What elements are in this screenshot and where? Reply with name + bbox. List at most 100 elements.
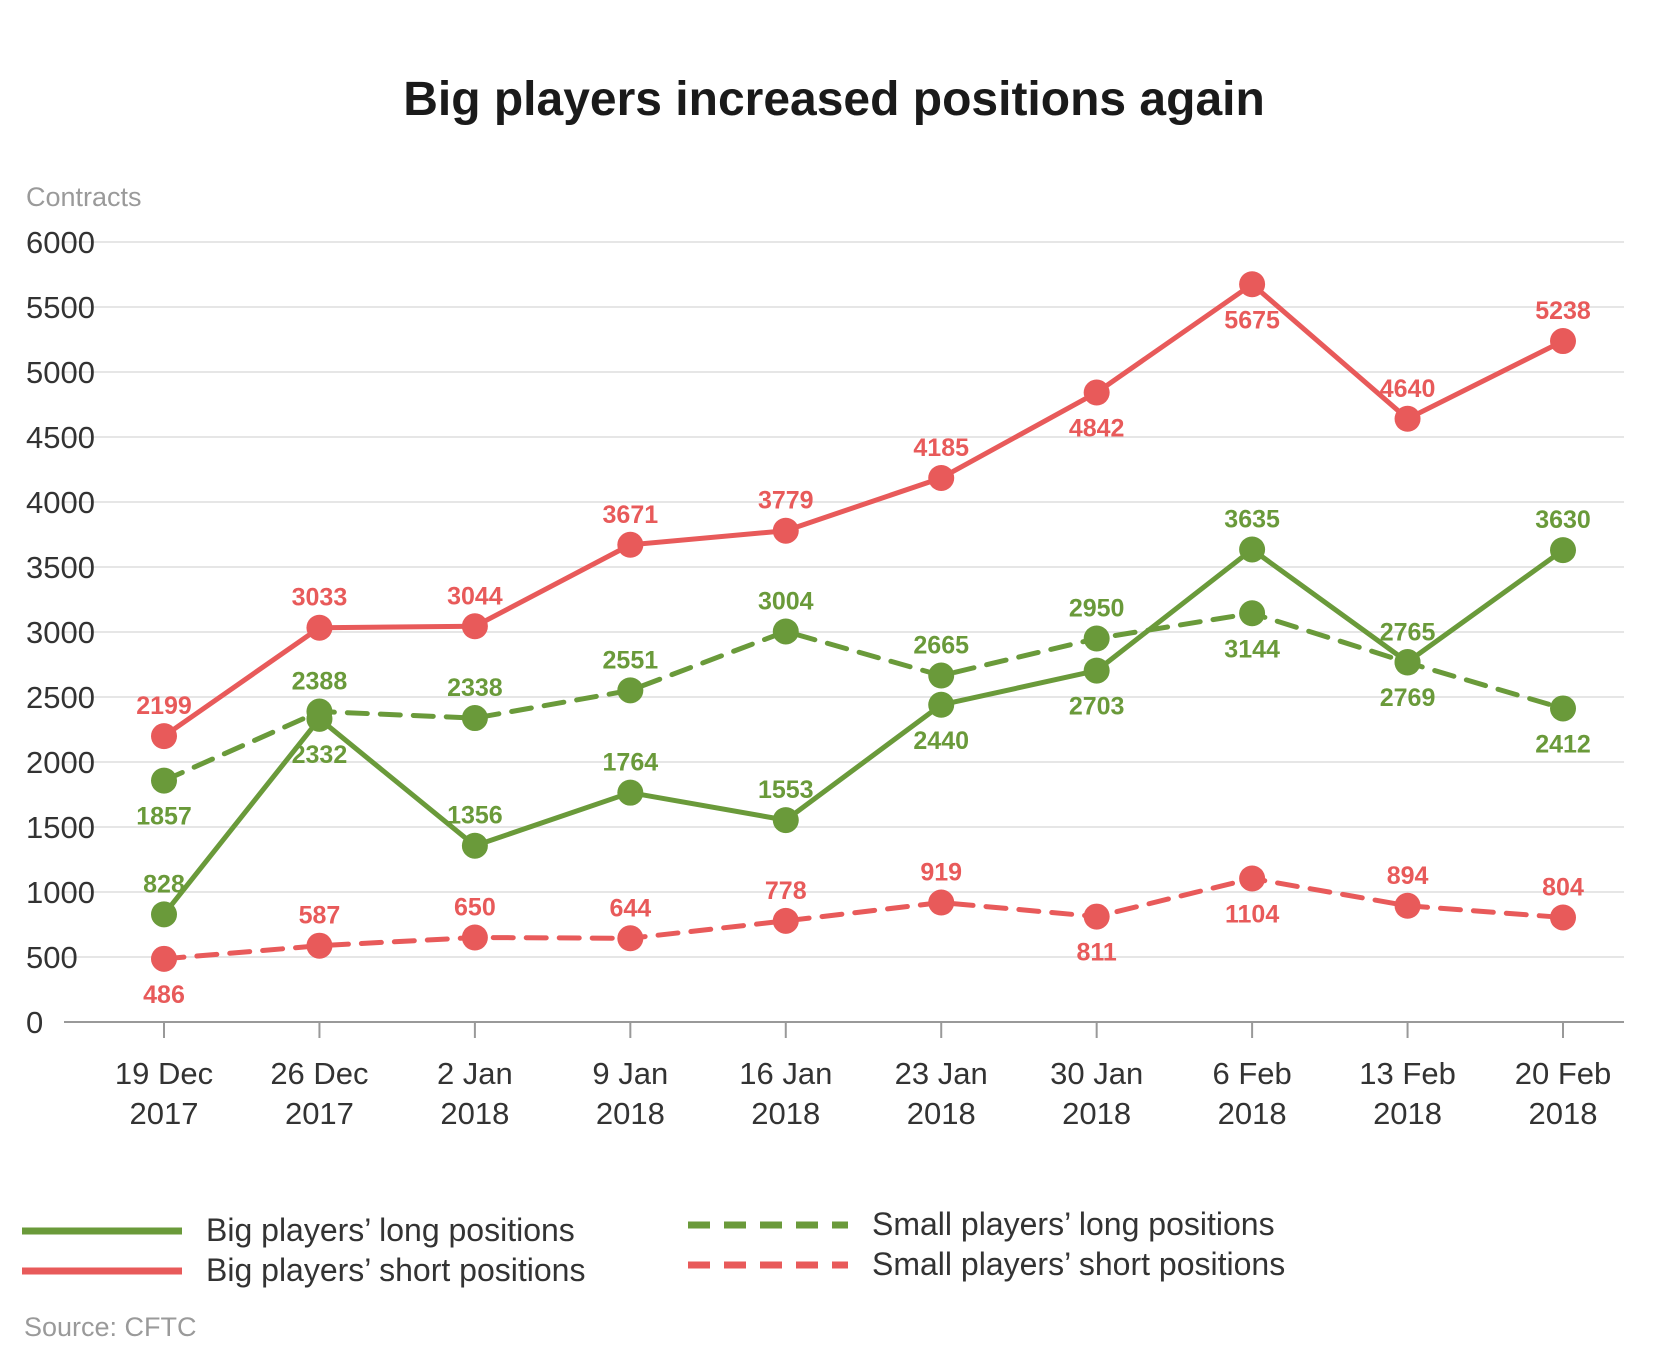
series-lines bbox=[161, 281, 1566, 962]
data-label: 644 bbox=[609, 894, 651, 922]
data-point bbox=[1239, 271, 1266, 298]
data-label: 811 bbox=[1076, 939, 1116, 967]
data-label: 2765 bbox=[1380, 619, 1436, 647]
data-label: 1857 bbox=[136, 803, 192, 831]
x-tick-label: 2 Jan bbox=[437, 1056, 513, 1091]
data-point bbox=[928, 691, 955, 718]
y-tick-label: 5500 bbox=[26, 290, 95, 325]
data-point bbox=[151, 767, 177, 794]
data-label: 828 bbox=[143, 870, 185, 898]
data-point bbox=[1550, 695, 1576, 722]
data-label: 5675 bbox=[1224, 306, 1280, 334]
data-label: 2412 bbox=[1535, 730, 1591, 758]
series-line bbox=[161, 875, 1566, 962]
data-point bbox=[306, 698, 333, 725]
x-tick-label: 6 Feb bbox=[1212, 1056, 1291, 1091]
y-tick-label: 4000 bbox=[26, 485, 95, 520]
data-point bbox=[1394, 649, 1421, 676]
data-point bbox=[461, 832, 488, 859]
y-tick-label: 5000 bbox=[26, 355, 95, 390]
data-label: 3779 bbox=[758, 487, 814, 515]
series-line bbox=[161, 610, 1566, 784]
y-tick-label: 2500 bbox=[26, 680, 95, 715]
data-label: 1356 bbox=[447, 802, 503, 830]
y-tick-label: 500 bbox=[26, 940, 78, 975]
data-point bbox=[461, 705, 488, 732]
data-point bbox=[772, 807, 799, 834]
x-tick-label: 26 Dec bbox=[270, 1056, 368, 1091]
x-tick-label: 2018 bbox=[1218, 1096, 1287, 1131]
data-label: 2199 bbox=[136, 692, 192, 720]
data-point bbox=[1083, 657, 1110, 684]
data-label: 1104 bbox=[1225, 900, 1279, 928]
data-label: 1764 bbox=[603, 749, 659, 777]
data-label: 2665 bbox=[913, 632, 969, 660]
data-point bbox=[461, 613, 488, 640]
x-tick-label: 2018 bbox=[596, 1096, 665, 1131]
data-point bbox=[1083, 379, 1110, 406]
data-label: 4185 bbox=[913, 434, 969, 462]
x-tick-label: 19 Dec bbox=[115, 1056, 213, 1091]
data-point bbox=[617, 531, 644, 558]
axes: Contracts 0 500 1000 1500 2000 2500 3000 3500 400… bbox=[26, 182, 1624, 1131]
data-label: 3630 bbox=[1535, 506, 1591, 534]
data-labels: 828 2332 1356 1764 1553 2440 2703 3635 2769 3630 2… bbox=[136, 297, 1591, 1009]
data-label: 2950 bbox=[1069, 595, 1125, 623]
data-point bbox=[1239, 536, 1266, 563]
data-point bbox=[772, 618, 799, 645]
data-label: 3044 bbox=[447, 582, 503, 610]
data-label: 2769 bbox=[1380, 684, 1436, 712]
x-tick-label: 2018 bbox=[1529, 1096, 1598, 1131]
x-tick-label: 2018 bbox=[907, 1096, 976, 1131]
x-tick-label: 2018 bbox=[440, 1096, 509, 1131]
data-point bbox=[928, 662, 955, 689]
data-point bbox=[151, 945, 177, 972]
data-point bbox=[1083, 625, 1110, 652]
x-tick-label: 2017 bbox=[130, 1096, 199, 1131]
series-points bbox=[151, 271, 1576, 972]
data-point bbox=[461, 924, 488, 951]
data-label: 4842 bbox=[1069, 415, 1125, 443]
data-label: 2332 bbox=[292, 741, 348, 769]
chart-title: Big players increased positions again bbox=[403, 73, 1265, 126]
data-point bbox=[1394, 892, 1421, 919]
y-tick-label: 6000 bbox=[26, 225, 95, 260]
data-point bbox=[617, 677, 644, 704]
x-tick-label: 20 Feb bbox=[1515, 1056, 1612, 1091]
x-tick-label: 2018 bbox=[751, 1096, 820, 1131]
data-point bbox=[928, 464, 955, 491]
data-point bbox=[1550, 537, 1576, 564]
data-label: 919 bbox=[920, 859, 962, 887]
data-label: 650 bbox=[454, 894, 496, 922]
data-label: 894 bbox=[1387, 862, 1429, 890]
series-line bbox=[161, 546, 1566, 917]
data-label: 778 bbox=[765, 877, 807, 905]
data-label: 2703 bbox=[1069, 693, 1125, 721]
data-label: 587 bbox=[299, 902, 341, 930]
data-label: 486 bbox=[143, 981, 185, 1009]
data-label: 2338 bbox=[447, 674, 503, 702]
y-tick-label: 1500 bbox=[26, 810, 95, 845]
data-label: 3671 bbox=[603, 501, 659, 529]
data-point bbox=[617, 779, 644, 806]
series-line bbox=[161, 281, 1566, 739]
data-point bbox=[151, 723, 177, 750]
data-label: 3144 bbox=[1224, 635, 1280, 663]
x-tick-label: 23 Jan bbox=[895, 1056, 988, 1091]
data-point bbox=[617, 925, 644, 952]
data-label: 2440 bbox=[913, 727, 969, 755]
data-point bbox=[306, 614, 333, 641]
x-tick-label: 9 Jan bbox=[592, 1056, 668, 1091]
y-tick-label: 3500 bbox=[26, 550, 95, 585]
data-point bbox=[1550, 328, 1576, 355]
data-point bbox=[772, 517, 799, 544]
x-tick-label: 2018 bbox=[1062, 1096, 1131, 1131]
data-point bbox=[1083, 903, 1110, 930]
x-tick-label: 13 Feb bbox=[1359, 1056, 1456, 1091]
data-label: 2551 bbox=[603, 646, 659, 674]
data-label: 3004 bbox=[758, 587, 814, 615]
y-tick-label: 2000 bbox=[26, 745, 95, 780]
data-point bbox=[306, 932, 333, 959]
data-label: 5238 bbox=[1535, 297, 1591, 325]
